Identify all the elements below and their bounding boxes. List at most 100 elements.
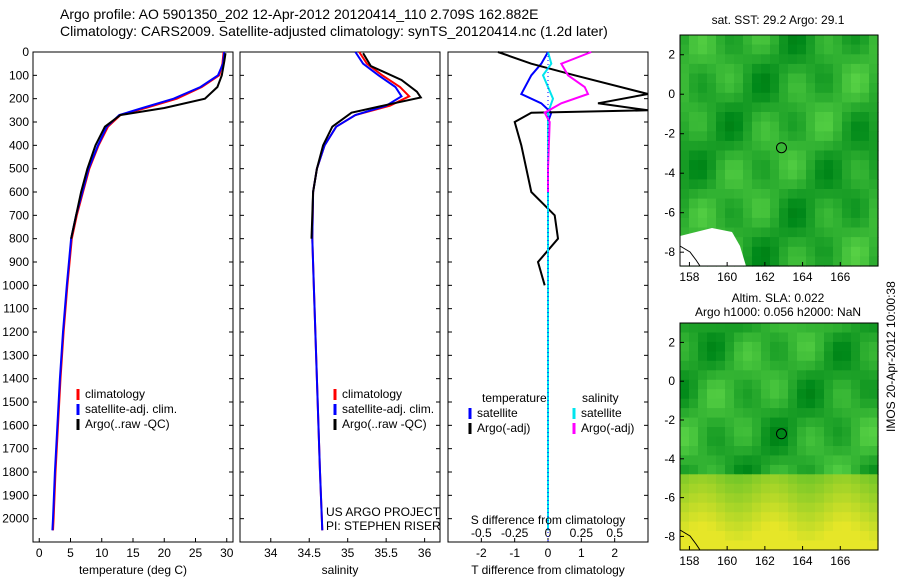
pi-annotation: PI: STEPHEN RISER: [326, 519, 441, 533]
sla-map-cell: [716, 398, 726, 409]
sla-map-cell: [788, 493, 798, 504]
sla-map-cell: [824, 531, 834, 542]
sla-map-cell: [797, 427, 807, 438]
sst-map-cell: [680, 102, 690, 113]
sst-map-cell: [788, 256, 798, 267]
sst-map-cell: [806, 63, 816, 75]
sla-map-cell: [860, 521, 870, 532]
sst-map-x-tick-label: 164: [793, 270, 813, 284]
salinity-profile-frame: [239, 51, 441, 543]
sla-map-cell: [779, 521, 789, 532]
sst-map-cell: [815, 102, 825, 113]
sla-map-cell: [680, 360, 690, 371]
sst-map-cell: [761, 121, 771, 132]
sla-map-cell: [698, 512, 708, 523]
sla-map-cell: [734, 531, 744, 542]
sst-map-cell: [851, 198, 861, 209]
sla-map-cell: [743, 341, 753, 352]
sla-map-cell: [752, 323, 762, 334]
sst-map-cell: [770, 150, 780, 161]
sla-map-cell: [752, 540, 762, 551]
sla-map-cell: [815, 474, 825, 485]
sst-map-cell: [770, 54, 780, 65]
sla-map-cell: [815, 427, 825, 438]
sla-map-cell: [851, 398, 861, 409]
sst-map-cell: [680, 35, 690, 46]
sla-map-cell: [770, 521, 780, 532]
sla-map-cell: [770, 341, 780, 352]
sla-map-cell: [707, 351, 717, 362]
sla-map-cell: [761, 398, 771, 409]
sst-map-cell: [824, 102, 834, 113]
temperature-profile-x-tick-label: 20: [158, 546, 172, 560]
imos-timestamp: IMOS 20-Apr-2012 10:00:38: [884, 281, 898, 432]
sla-map-cell: [815, 323, 825, 334]
sst-map-cell: [788, 92, 798, 103]
sla-map-cell: [716, 474, 726, 485]
sla-map-cell: [833, 341, 843, 352]
sst-map-cell: [761, 54, 771, 65]
sla-map-cell: [743, 427, 753, 438]
sst-map-cell: [851, 73, 861, 84]
sla-map-cell: [797, 455, 807, 466]
sla-map-cell: [824, 446, 834, 457]
sst-map-cell: [707, 131, 717, 142]
sst-map-cell: [734, 217, 744, 229]
sla-map-cell: [698, 483, 708, 494]
sla-map-cell: [815, 540, 825, 551]
sst-map-cell: [770, 44, 780, 55]
sst-map-cell: [680, 73, 690, 84]
sst-map-cell: [860, 140, 870, 152]
sla-map-cell: [689, 360, 699, 371]
sst-map-cell: [779, 179, 789, 190]
difference-profile-x-tick-label: -1: [509, 546, 520, 560]
sla-map-cell: [842, 341, 852, 352]
sst-map-cell: [725, 160, 735, 171]
sla-map-cell: [797, 474, 807, 485]
sla-map-cell: [869, 351, 879, 362]
sla-map-cell: [842, 531, 852, 542]
sla-map-cell: [824, 341, 834, 352]
sst-map-cell: [788, 198, 798, 209]
sst-map-cell: [797, 73, 807, 84]
sst-map-cell: [761, 198, 771, 209]
sst-map-cell: [842, 179, 852, 190]
sst-map-cell: [770, 217, 780, 229]
sla-map-cell: [761, 341, 771, 352]
sla-map-cell: [869, 502, 879, 513]
sst-map-cell: [806, 140, 816, 152]
sst-map-cell: [824, 44, 834, 55]
sst-map-cell: [806, 208, 816, 219]
sla-map-cell: [833, 474, 843, 485]
sst-map-cell: [806, 102, 816, 113]
sla-map-cell: [833, 398, 843, 409]
sst-map-cell: [824, 160, 834, 171]
sst-map-cell: [797, 63, 807, 75]
sst-map-cell: [815, 227, 825, 238]
sst-map-cell: [689, 121, 699, 132]
sst-map-cell: [833, 131, 843, 142]
sla-map-cell: [851, 427, 861, 438]
salinity-profile-x-tick-label: 36: [418, 546, 432, 560]
sla-map-cell: [707, 464, 717, 475]
sst-map-cell: [806, 246, 816, 257]
temperature-profile-x-tick-label: 25: [189, 546, 203, 560]
difference-profile-x-tick-label: 2: [611, 546, 618, 560]
sst-map-cell: [815, 189, 825, 200]
diff-legend-label: Argo(-adj): [581, 421, 634, 435]
sst-map-cell: [815, 217, 825, 229]
sla-map-cell: [833, 323, 843, 334]
sla-map-cell: [788, 502, 798, 513]
sst-map-cell: [680, 217, 690, 229]
sla-map-cell: [779, 455, 789, 466]
sst-map-cell: [734, 54, 744, 65]
sla-map-cell: [806, 389, 816, 400]
sst-map-cell: [725, 92, 735, 103]
sst-map-cell: [851, 227, 861, 238]
sst-map-cell: [743, 246, 753, 257]
sst-map-cell: [833, 179, 843, 190]
sla-map-cell: [770, 408, 780, 419]
sst-map-cell: [860, 198, 870, 209]
sla-map-cell: [734, 332, 744, 343]
sst-map-cell: [824, 256, 834, 267]
